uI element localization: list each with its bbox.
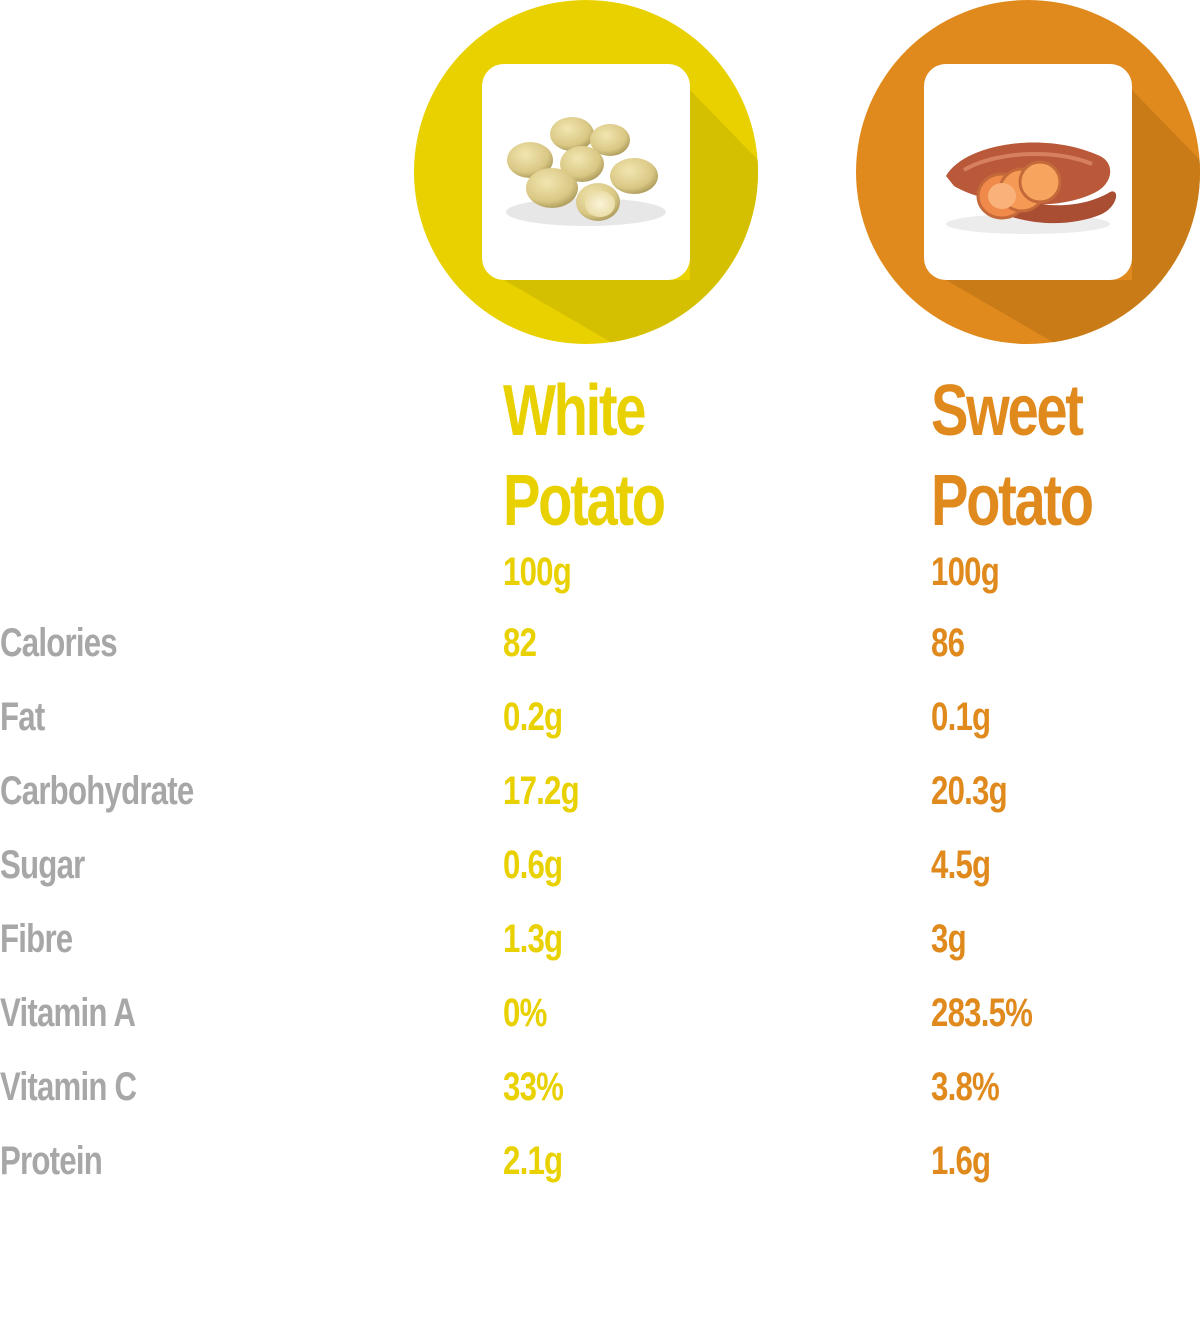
sweet-potato-title-line1: Sweet: [931, 371, 1084, 451]
white-potato-title: White Potato: [503, 366, 666, 546]
sweet-potato-value: 86: [931, 621, 965, 665]
white-potato-image-tile: [482, 64, 690, 280]
white-potatoes-icon: [506, 117, 666, 226]
white-potato-badge: [414, 0, 758, 344]
sweet-potato-long-shadow: [946, 90, 1200, 344]
nutrition-row-carbohydrate: Carbohydrate 17.2g 20.3g: [0, 766, 1200, 816]
nutrition-row-protein: Protein 2.1g 1.6g: [0, 1136, 1200, 1186]
sweet-potato-badge: [856, 0, 1200, 344]
nutrient-label: Sugar: [0, 843, 85, 887]
white-potato-value: 17.2g: [503, 769, 580, 813]
nutrient-label: Vitamin A: [0, 991, 136, 1035]
nutrient-label: Fibre: [0, 917, 73, 961]
nutrient-label: Calories: [0, 621, 118, 665]
nutrient-label: Protein: [0, 1139, 103, 1183]
sweet-potato-value: 3.8%: [931, 1065, 1000, 1109]
nutrition-row-fibre: Fibre 1.3g 3g: [0, 914, 1200, 964]
nutrition-row-fat: Fat 0.2g 0.1g: [0, 692, 1200, 742]
sweet-potato-value: 283.5%: [931, 991, 1033, 1035]
nutrition-row-vitamin-c: Vitamin C 33% 3.8%: [0, 1062, 1200, 1112]
white-potato-value: 0%: [503, 991, 547, 1035]
white-potato-value: 1.3g: [503, 917, 563, 961]
white-potato-value: 0.2g: [503, 695, 563, 739]
white-potato-title-line2: Potato: [503, 461, 666, 541]
sweet-potato-title: Sweet Potato: [931, 366, 1094, 546]
sweet-potato-value: 4.5g: [931, 843, 991, 887]
white-potato-value: 0.6g: [503, 843, 563, 887]
white-potato-serving: 100g: [503, 550, 572, 594]
sweet-potato-serving: 100g: [931, 550, 1000, 594]
white-potato-title-line1: White: [503, 371, 646, 451]
sweet-potato-value: 3g: [931, 917, 967, 961]
nutrition-row-vitamin-a: Vitamin A 0% 283.5%: [0, 988, 1200, 1038]
white-potato-value: 33%: [503, 1065, 564, 1109]
sweet-potato-image-tile: [924, 64, 1132, 280]
white-potato-value: 82: [503, 621, 537, 665]
nutrient-label: Fat: [0, 695, 45, 739]
sweet-potato-icon: [946, 142, 1117, 234]
nutrition-row-sugar: Sugar 0.6g 4.5g: [0, 840, 1200, 890]
sweet-potato-value: 0.1g: [931, 695, 991, 739]
nutrient-label: Carbohydrate: [0, 769, 194, 813]
sweet-potato-value: 1.6g: [931, 1139, 991, 1183]
nutrition-row-calories: Calories 82 86: [0, 618, 1200, 668]
white-potato-value: 2.1g: [503, 1139, 563, 1183]
sweet-potato-title-line2: Potato: [931, 461, 1094, 541]
white-potato-long-shadow: [504, 90, 758, 344]
sweet-potato-value: 20.3g: [931, 769, 1008, 813]
nutrient-label: Vitamin C: [0, 1065, 137, 1109]
